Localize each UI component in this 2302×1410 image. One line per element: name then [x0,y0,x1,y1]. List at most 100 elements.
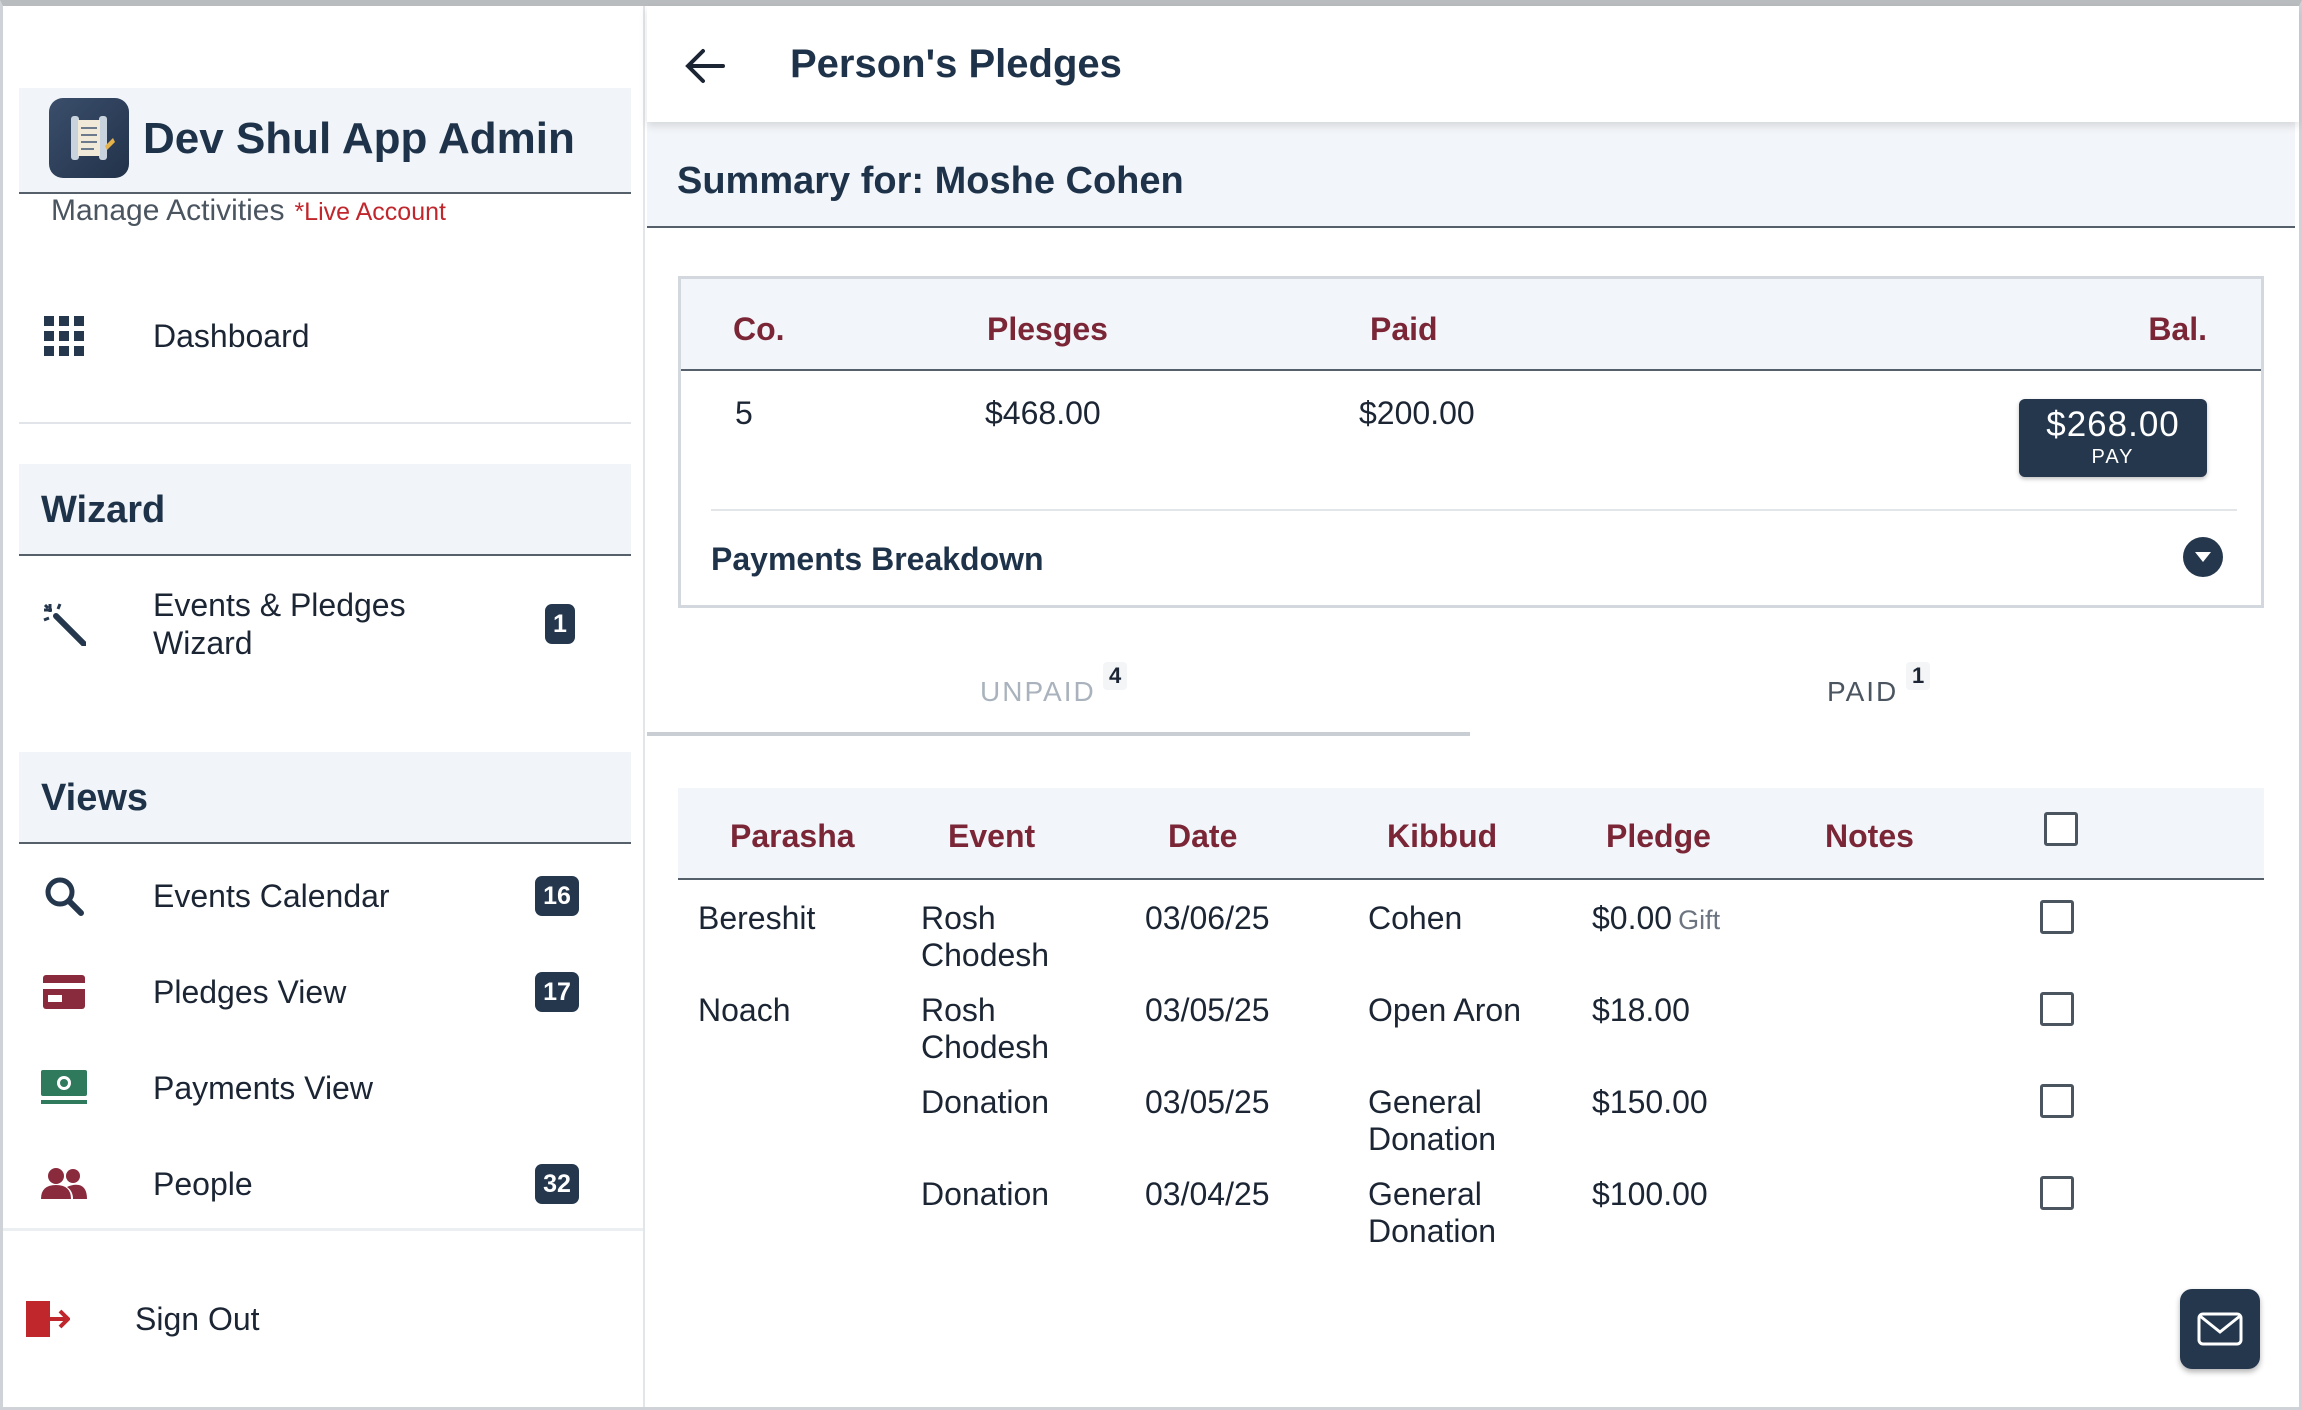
row-checkbox[interactable] [2040,1176,2074,1210]
sign-out-icon [25,1296,71,1342]
column-header-count: Co. [733,311,785,347]
table-row: Donation 03/04/25 General Donation $100.… [678,1176,2264,1268]
sidebar-item-label: Pledges View [153,974,347,1010]
payments-breakdown-label: Payments Breakdown [711,541,1044,577]
column-header-balance: Bal. [2148,311,2207,347]
mail-button[interactable] [2180,1289,2260,1369]
table-row: Noach Rosh Chodesh 03/05/25 Open Aron $1… [678,992,2264,1084]
back-arrow-icon[interactable] [675,36,735,96]
pledge-count: 5 [735,395,753,431]
search-icon [41,873,87,919]
cell-event: Donation [921,1176,1050,1212]
row-checkbox[interactable] [2040,992,2074,1026]
column-header-parasha: Parasha [730,818,855,854]
count-badge: 32 [535,1164,579,1204]
sidebar-item-label: Dashboard [153,318,310,354]
pledge-amount: $0.00 [1592,900,1673,936]
sidebar-item-label: People [153,1166,253,1202]
column-header-pledges: Plesges [987,311,1108,347]
cell-pledge: $18.00 [1592,992,1690,1028]
column-header-pledge: Pledge [1606,818,1711,854]
section-header-views: Views [19,752,631,844]
pledges-table-header: Parasha Event Date Kibbud Pledge Notes [678,788,2264,880]
money-icon [41,1065,87,1111]
section-header-wizard: Wizard [19,464,631,556]
cell-event: Rosh Chodesh [921,992,1050,1065]
cell-kibbud: General Donation [1368,1176,1497,1249]
column-header-date: Date [1168,818,1238,854]
app-logo-icon [49,98,129,178]
column-header-paid: Paid [1370,311,1438,347]
pay-balance-button[interactable]: $268.00 PAY [2019,399,2207,477]
cell-parasha: Noach [698,992,791,1028]
summary-card: Co. Plesges Paid Bal. 5 $468.00 $200.00 … [678,276,2264,608]
sidebar-item-events-pledges-wizard[interactable]: Events & Pledges Wizard 1 [19,574,631,674]
cell-date: 03/04/25 [1145,1176,1270,1212]
brand-header: Dev Shul App Admin [19,88,631,194]
summary-header: Summary for: Moshe Cohen [647,122,2295,228]
sidebar-item-label: Events & Pledges Wizard [153,587,406,661]
tab-count-badge: 1 [1906,662,1931,690]
sidebar: Dev Shul App Admin Manage Activities *Liv… [3,6,645,1407]
tab-label: UNPAID [980,676,1096,707]
cell-event: Rosh Chodesh [921,900,1050,973]
sidebar-divider [19,422,631,424]
sidebar-item-people[interactable]: People 32 [19,1144,631,1224]
column-header-notes: Notes [1825,818,1914,854]
tab-paid[interactable]: PAID 1 [1470,646,2295,736]
envelope-icon [2197,1312,2243,1346]
app-title: Dev Shul App Admin [143,114,575,163]
tab-unpaid[interactable]: UNPAID 4 [647,646,1470,736]
chevron-down-icon [2183,537,2223,577]
sidebar-item-events-calendar[interactable]: Events Calendar 16 [19,856,631,936]
cell-date: 03/05/25 [1145,1084,1270,1120]
table-row: Donation 03/05/25 General Donation $150.… [678,1084,2264,1176]
cell-date: 03/05/25 [1145,992,1270,1028]
section-title: Wizard [41,489,166,531]
tab-label: PAID [1827,676,1899,707]
cell-kibbud: General Donation [1368,1084,1497,1157]
summary-title: Summary for: Moshe Cohen [677,160,1184,202]
sidebar-item-payments-view[interactable]: Payments View [19,1048,631,1128]
paid-total: $200.00 [1359,395,1475,431]
count-badge: 1 [545,604,575,644]
cell-event: Donation [921,1084,1050,1120]
people-icon [41,1161,87,1207]
cell-pledge: $0.00 Gift [1592,900,1720,939]
sign-out-area: Sign Out [3,1228,643,1407]
balance-amount: $268.00 [2046,405,2180,444]
payments-breakdown-toggle[interactable]: Payments Breakdown [711,509,2237,603]
sidebar-item-dashboard[interactable]: Dashboard [19,296,631,376]
app-subtitle: Manage Activities [51,194,285,227]
row-checkbox[interactable] [2040,900,2074,934]
cell-parasha: Bereshit [698,900,816,936]
sign-out-label: Sign Out [135,1301,260,1337]
section-title: Views [41,777,149,819]
cell-kibbud: Open Aron [1368,992,1521,1028]
column-header-event: Event [948,818,1036,854]
live-account-tag: *Live Account [294,198,446,226]
gift-tag: Gift [1678,905,1721,935]
count-badge: 16 [535,876,579,916]
cell-date: 03/06/25 [1145,900,1270,936]
manage-activities-line: Manage Activities *Live Account [51,194,446,228]
count-badge: 17 [535,972,579,1012]
cell-pledge: $100.00 [1592,1176,1708,1212]
sign-out-button[interactable]: Sign Out [3,1279,615,1359]
summary-table-header: Co. Plesges Paid Bal. [681,279,2261,371]
magic-wand-icon [41,601,87,647]
column-header-kibbud: Kibbud [1387,818,1498,854]
sidebar-item-pledges-view[interactable]: Pledges View 17 [19,952,631,1032]
tab-count-badge: 4 [1103,662,1128,690]
row-checkbox[interactable] [2040,1084,2074,1118]
card-icon [41,969,87,1015]
grid-icon [41,313,87,359]
cell-kibbud: Cohen [1368,900,1463,936]
pledges-total: $468.00 [985,395,1101,431]
pay-label: PAY [2091,446,2135,468]
select-all-checkbox[interactable] [2044,812,2078,846]
table-row: Bereshit Rosh Chodesh 03/06/25 Cohen $0.… [678,900,2264,992]
page-title: Person's Pledges [790,42,1122,86]
sidebar-item-label: Payments View [153,1070,373,1106]
